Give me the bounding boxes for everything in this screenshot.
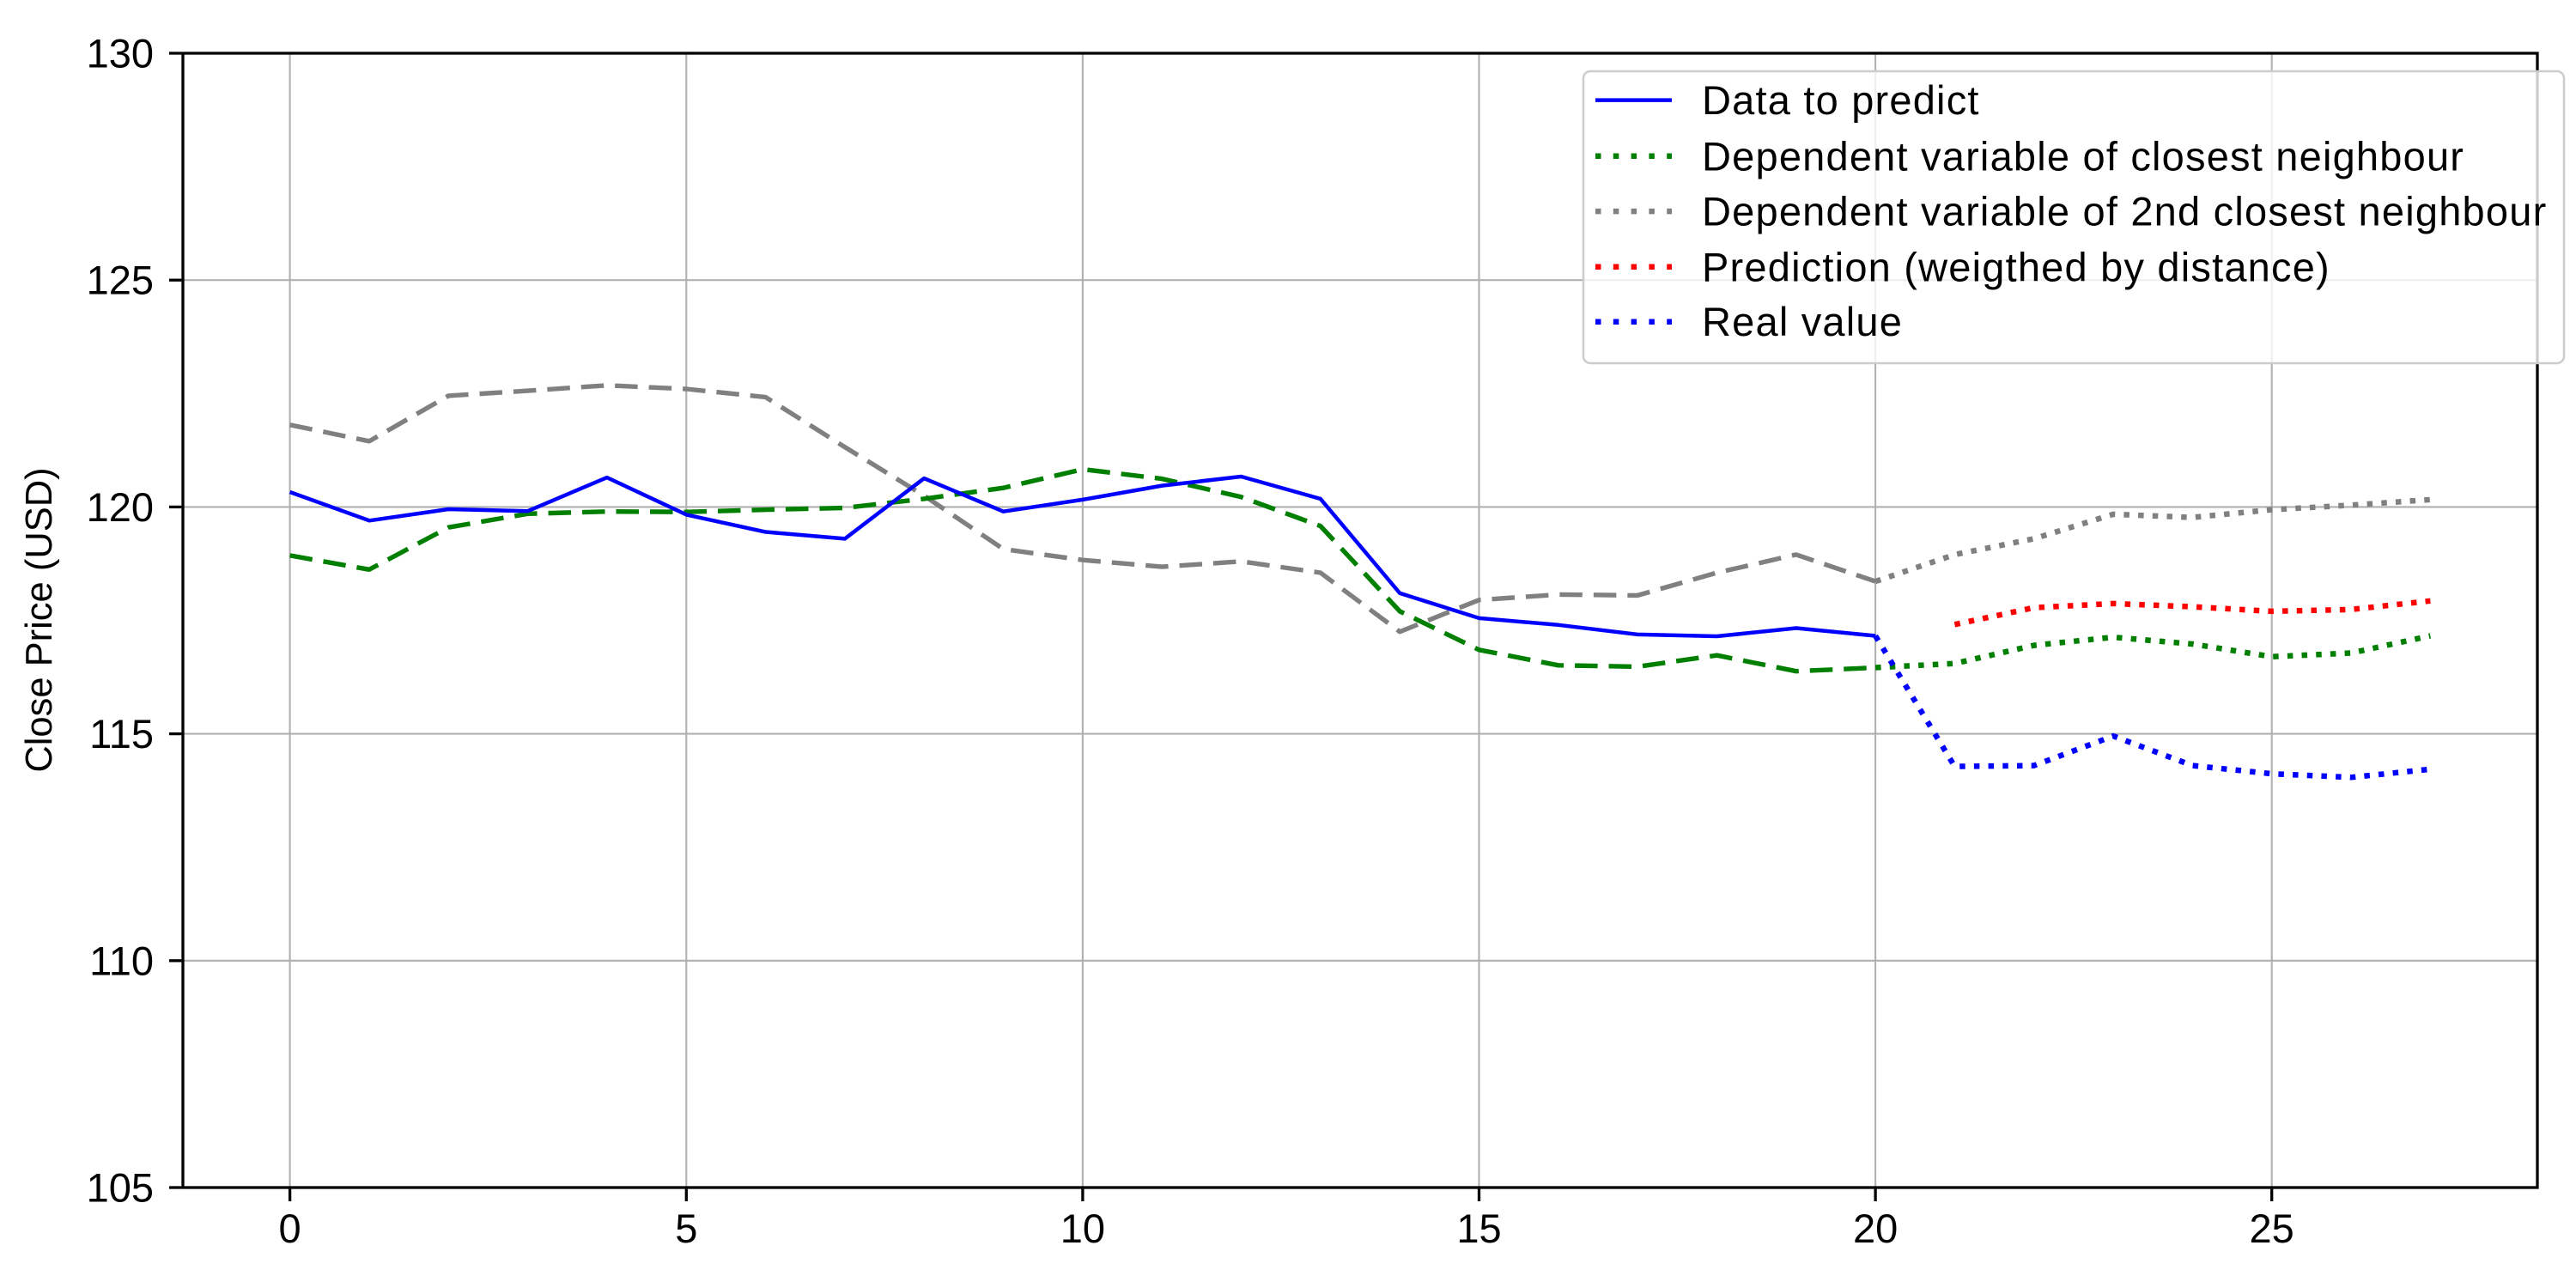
svg-text:120: 120 xyxy=(87,484,154,530)
svg-text:Close Price (USD): Close Price (USD) xyxy=(19,467,60,772)
svg-text:15: 15 xyxy=(1456,1206,1501,1251)
svg-text:25: 25 xyxy=(2250,1206,2294,1251)
svg-text:0: 0 xyxy=(279,1206,301,1251)
svg-text:Real value: Real value xyxy=(1702,299,1903,344)
svg-text:115: 115 xyxy=(89,711,154,756)
svg-text:Data to predict: Data to predict xyxy=(1702,77,1980,123)
svg-text:10: 10 xyxy=(1060,1206,1105,1251)
svg-text:Prediction (weigthed by distan: Prediction (weigthed by distance) xyxy=(1702,244,2330,289)
svg-text:Dependent variable of closest: Dependent variable of closest neighbour xyxy=(1702,133,2464,179)
svg-text:Dependent variable of 2nd clos: Dependent variable of 2nd closest neighb… xyxy=(1702,189,2547,234)
svg-text:5: 5 xyxy=(675,1206,697,1251)
svg-text:125: 125 xyxy=(87,258,154,303)
svg-text:110: 110 xyxy=(89,938,154,983)
svg-text:130: 130 xyxy=(87,31,154,76)
svg-text:105: 105 xyxy=(87,1165,154,1211)
svg-text:20: 20 xyxy=(1853,1206,1898,1251)
